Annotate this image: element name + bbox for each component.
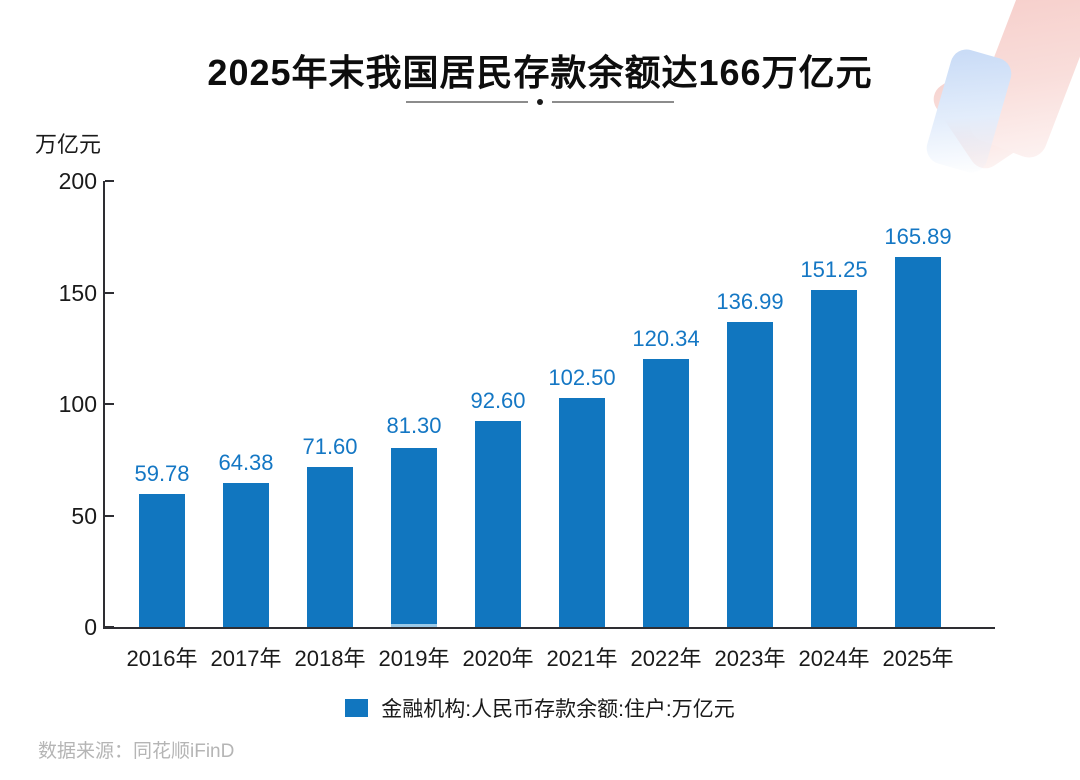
underline-right-segment (552, 101, 674, 103)
legend-color-swatch (345, 699, 369, 717)
bar-value-label: 165.89 (884, 224, 952, 250)
y-axis-tick-label: 100 (58, 391, 97, 417)
bar-value-label: 59.78 (134, 460, 190, 486)
bar-2020年 (475, 421, 521, 627)
y-axis-unit-label: 万亿元 (35, 132, 102, 157)
bar-value-label: 120.34 (632, 325, 700, 351)
bar-2024年 (811, 290, 857, 627)
bar-chart-plot-area: 59.78 2016年 64.38 2017年 71.60 2018年 81.30 2019年… (103, 180, 995, 671)
x-axis-tick-label: 2016年 (126, 646, 198, 671)
bar-value-label: 102.50 (548, 365, 616, 391)
bar-value-label: 92.60 (470, 387, 526, 413)
bar-2025年 (895, 257, 941, 627)
y-axis-tick-label: 200 (58, 168, 97, 194)
data-source-note: 数据来源：同花顺iFinD (38, 741, 235, 762)
bar-2022年 (643, 359, 689, 627)
bar-2016年 (139, 494, 185, 627)
y-axis-tick-mark (105, 514, 114, 517)
y-axis-tick-label: 0 (84, 614, 97, 640)
y-axis-tick-label: 150 (58, 279, 97, 306)
bar-value-label: 136.99 (716, 288, 784, 314)
bar-2017年 (223, 483, 269, 627)
y-axis-tick-mark (105, 180, 114, 182)
y-axis-tick-label: 50 (71, 502, 97, 529)
bar-2021年 (559, 398, 605, 627)
bar-value-label: 64.38 (218, 450, 274, 476)
bar-value-label: 151.25 (800, 256, 868, 282)
x-axis-tick-label: 2025年 (882, 646, 954, 671)
title-underline (0, 97, 1080, 107)
underline-dot (537, 99, 543, 105)
bar-value-label: 81.30 (386, 412, 442, 438)
legend-label: 金融机构:人民币存款余额:住户:万亿元 (381, 698, 735, 721)
x-axis-tick-label: 2023年 (714, 646, 786, 671)
x-axis-tick-label: 2024年 (798, 646, 870, 671)
chart-legend: 金融机构:人民币存款余额:住户:万亿元 (0, 694, 1080, 722)
x-axis-tick-label: 2019年 (378, 646, 450, 671)
bar-2019年 (391, 448, 437, 624)
x-axis-tick-label: 2022年 (630, 646, 702, 671)
y-axis-tick-mark (105, 403, 114, 405)
page-title: 2025年末我国居民存款余额达166万亿元 (207, 52, 873, 93)
bar-value-label: 71.60 (302, 434, 358, 460)
y-axis-tick-mark (105, 626, 114, 628)
bar-2018年 (307, 467, 353, 627)
y-axis-tick-mark (105, 291, 114, 294)
x-axis-tick-label: 2017年 (210, 646, 282, 671)
x-axis-tick-label: 2020年 (462, 646, 534, 671)
underline-left-segment (406, 101, 528, 103)
bar-2023年 (727, 322, 773, 627)
x-axis-tick-label: 2018年 (294, 646, 366, 671)
x-axis-tick-label: 2021年 (546, 646, 618, 671)
